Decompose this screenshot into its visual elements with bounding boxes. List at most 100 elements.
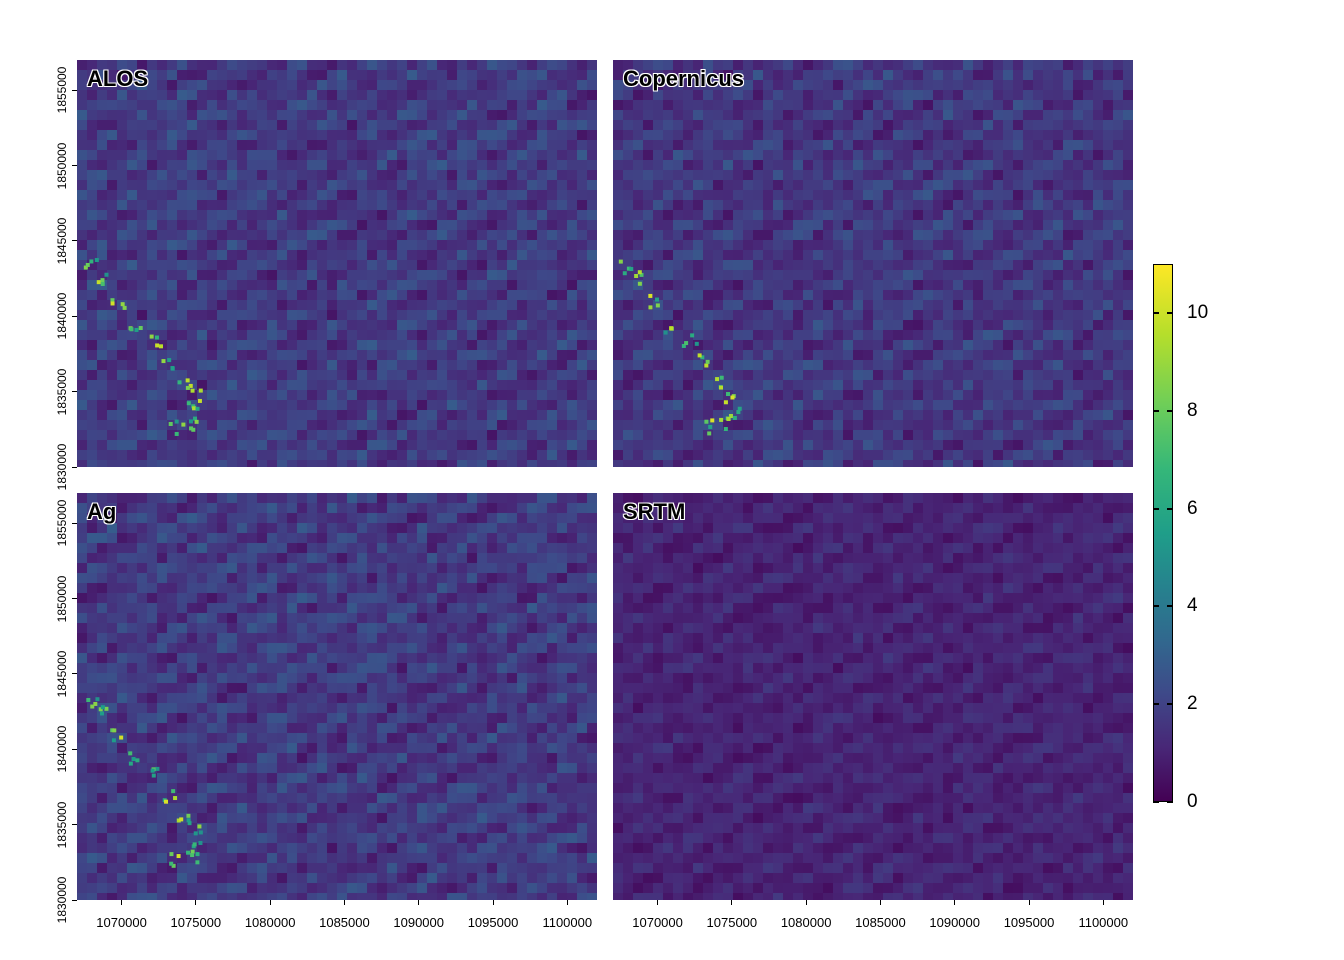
raster-cell — [1103, 380, 1113, 390]
raster-cell — [703, 120, 713, 130]
raster-cell — [1043, 390, 1053, 400]
raster-cell — [587, 200, 597, 210]
raster-cell — [1083, 350, 1093, 360]
raster-cell — [793, 180, 803, 190]
raster-cell — [863, 200, 873, 210]
raster-cell — [1013, 280, 1023, 290]
raster-cell — [287, 513, 297, 523]
raster-cell — [1083, 260, 1093, 270]
raster-cell — [357, 120, 367, 130]
raster-cell — [813, 450, 823, 460]
raster-cell — [347, 210, 357, 220]
raster-cell — [1063, 130, 1073, 140]
raster-cell — [913, 80, 923, 90]
raster-cell — [227, 240, 237, 250]
raster-cell — [1093, 210, 1103, 220]
raster-cell — [307, 170, 317, 180]
raster-cell — [623, 260, 633, 270]
raster-cell — [247, 310, 257, 320]
raster-cell — [327, 190, 337, 200]
raster-cell — [983, 450, 993, 460]
raster-cell — [517, 573, 527, 583]
raster-cell — [277, 380, 287, 390]
raster-cell — [1113, 100, 1123, 110]
raster-cell — [813, 150, 823, 160]
raster-cell — [307, 523, 317, 533]
raster-cell — [1013, 160, 1023, 170]
raster-cell — [257, 130, 267, 140]
bright-cell — [708, 424, 713, 429]
raster-cell — [893, 380, 903, 390]
raster-cell — [397, 503, 407, 513]
raster-cell — [457, 60, 467, 70]
raster-cell — [127, 330, 137, 340]
raster-cell — [1103, 190, 1113, 200]
raster-cell — [567, 430, 577, 440]
raster-cell — [437, 300, 447, 310]
raster-cell — [1083, 220, 1093, 230]
raster-cell — [527, 220, 537, 230]
raster-cell — [307, 543, 317, 553]
raster-cell — [963, 230, 973, 240]
raster-cell — [537, 513, 547, 523]
raster-cell — [653, 190, 663, 200]
raster-cell — [567, 370, 577, 380]
raster-cell — [167, 583, 177, 593]
raster-cell — [913, 170, 923, 180]
raster-cell — [477, 210, 487, 220]
raster-cell — [1063, 380, 1073, 390]
raster-cell — [833, 350, 843, 360]
raster-cell — [1003, 350, 1013, 360]
raster-cell — [783, 240, 793, 250]
raster-cell — [227, 543, 237, 553]
raster-cell — [873, 200, 883, 210]
raster-cell — [527, 543, 537, 553]
raster-cell — [127, 150, 137, 160]
raster-cell — [367, 593, 377, 603]
raster-cell — [527, 300, 537, 310]
raster-cell — [117, 310, 127, 320]
raster-cell — [427, 280, 437, 290]
raster-cell — [527, 330, 537, 340]
raster-cell — [477, 250, 487, 260]
raster-cell — [417, 240, 427, 250]
raster-cell — [683, 190, 693, 200]
raster-cell — [497, 80, 507, 90]
raster-cell — [307, 230, 317, 240]
raster-cell — [97, 90, 107, 100]
raster-cell — [97, 80, 107, 90]
raster-cell — [447, 250, 457, 260]
raster-cell — [833, 180, 843, 190]
raster-cell — [1053, 440, 1063, 450]
raster-cell — [377, 330, 387, 340]
raster-cell — [397, 210, 407, 220]
raster-cell — [117, 140, 127, 150]
raster-cell — [1093, 350, 1103, 360]
raster-cell — [367, 503, 377, 513]
raster-cell — [487, 270, 497, 280]
raster-cell — [1063, 230, 1073, 240]
raster-cell — [1063, 180, 1073, 190]
raster-cell — [1063, 200, 1073, 210]
raster-cell — [983, 270, 993, 280]
raster-cell — [137, 290, 147, 300]
raster-cell — [367, 280, 377, 290]
raster-cell — [477, 90, 487, 100]
raster-cell — [843, 250, 853, 260]
raster-cell — [357, 290, 367, 300]
raster-cell — [487, 290, 497, 300]
raster-cell — [913, 180, 923, 190]
raster-cell — [77, 340, 87, 350]
raster-cell — [803, 60, 813, 70]
raster-cell — [873, 240, 883, 250]
raster-cell — [377, 543, 387, 553]
raster-cell — [1103, 300, 1113, 310]
raster-cell — [1003, 70, 1013, 80]
raster-cell — [167, 460, 177, 467]
raster-cell — [843, 390, 853, 400]
raster-cell — [377, 593, 387, 603]
raster-cell — [167, 100, 177, 110]
raster-cell — [457, 513, 467, 523]
raster-cell — [973, 220, 983, 230]
raster-cell — [417, 420, 427, 430]
